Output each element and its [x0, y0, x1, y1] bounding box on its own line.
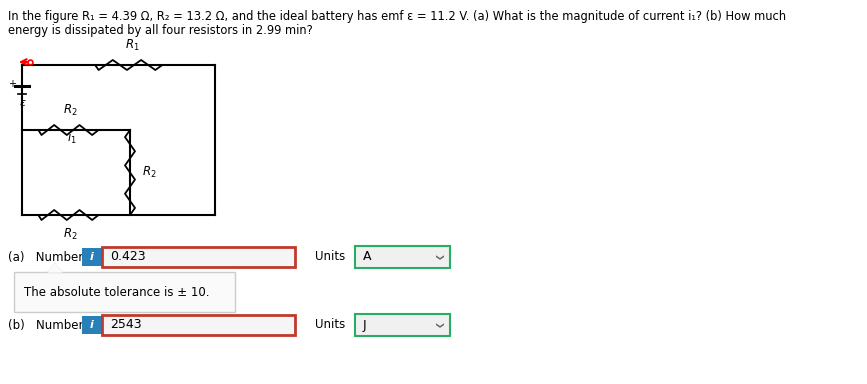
- Text: $R_2$: $R_2$: [62, 103, 77, 118]
- Text: In the figure R₁ = 4.39 Ω, R₂ = 13.2 Ω, and the ideal battery has emf ε = 11.2 V: In the figure R₁ = 4.39 Ω, R₂ = 13.2 Ω, …: [8, 10, 786, 23]
- Polygon shape: [48, 264, 62, 272]
- Text: $i_1$: $i_1$: [67, 130, 77, 146]
- Text: i: i: [90, 252, 94, 262]
- Text: $R_2$: $R_2$: [62, 227, 77, 242]
- Text: J: J: [363, 318, 367, 331]
- Text: The absolute tolerance is ± 10.: The absolute tolerance is ± 10.: [24, 285, 210, 298]
- FancyBboxPatch shape: [82, 316, 102, 334]
- FancyBboxPatch shape: [102, 247, 295, 267]
- Text: 2543: 2543: [110, 318, 141, 331]
- Text: $R_1$: $R_1$: [125, 38, 140, 53]
- FancyBboxPatch shape: [355, 314, 450, 336]
- FancyBboxPatch shape: [355, 246, 450, 268]
- Text: $R_2$: $R_2$: [142, 165, 157, 180]
- Text: (b)   Number: (b) Number: [8, 318, 83, 331]
- FancyBboxPatch shape: [82, 248, 102, 266]
- Text: (a)   Number: (a) Number: [8, 250, 83, 263]
- Text: energy is dissipated by all four resistors in 2.99 min?: energy is dissipated by all four resisto…: [8, 24, 313, 37]
- Text: ε: ε: [20, 98, 26, 108]
- Text: Units: Units: [315, 318, 345, 331]
- Text: +: +: [8, 79, 16, 89]
- Text: ❯: ❯: [434, 253, 442, 260]
- Text: A: A: [363, 250, 371, 263]
- Text: 0.423: 0.423: [110, 250, 146, 263]
- FancyBboxPatch shape: [14, 272, 235, 312]
- Text: i: i: [90, 320, 94, 330]
- FancyBboxPatch shape: [102, 315, 295, 335]
- Text: ❯: ❯: [434, 321, 442, 328]
- Text: Units: Units: [315, 250, 345, 263]
